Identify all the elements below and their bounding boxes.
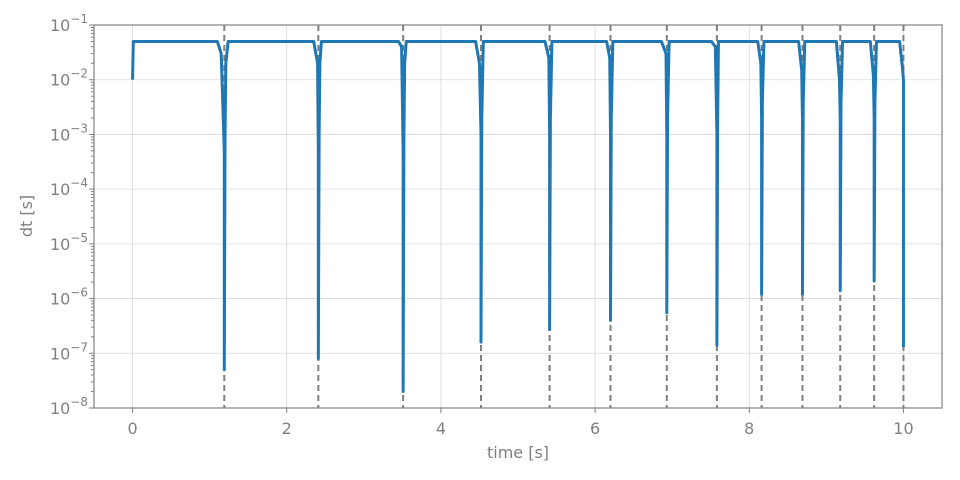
y-tick-label: 10−4 [50,176,88,199]
y-tick-label: 10−2 [50,67,88,90]
y-tick-label: 10−6 [50,286,88,309]
y-tick-label: 10−8 [50,395,88,418]
y-axis-label: dt [s] [17,195,36,237]
y-tick-label: 10−1 [50,12,88,35]
x-tick-label: 10 [893,419,913,438]
y-tick-label: 10−5 [50,231,88,254]
plot-frame [93,24,943,409]
x-axis-label: time [s] [487,443,549,462]
x-tick-labels: 0 2 4 6 8 10 [127,419,913,438]
x-tick-label: 6 [590,419,600,438]
y-tick-labels: 10−8 10−7 10−6 10−5 10−4 10−3 10−2 10−1 [50,12,88,418]
series-layer [131,39,905,394]
x-tick-label: 2 [282,419,292,438]
x-tick-label: 0 [127,419,137,438]
dt-series-line [131,39,905,394]
y-tick-label: 10−3 [50,121,88,144]
y-tick-label: 10−7 [50,340,88,363]
x-tick-label: 4 [436,419,446,438]
ticks-layer [89,24,904,413]
x-tick-label: 8 [744,419,754,438]
